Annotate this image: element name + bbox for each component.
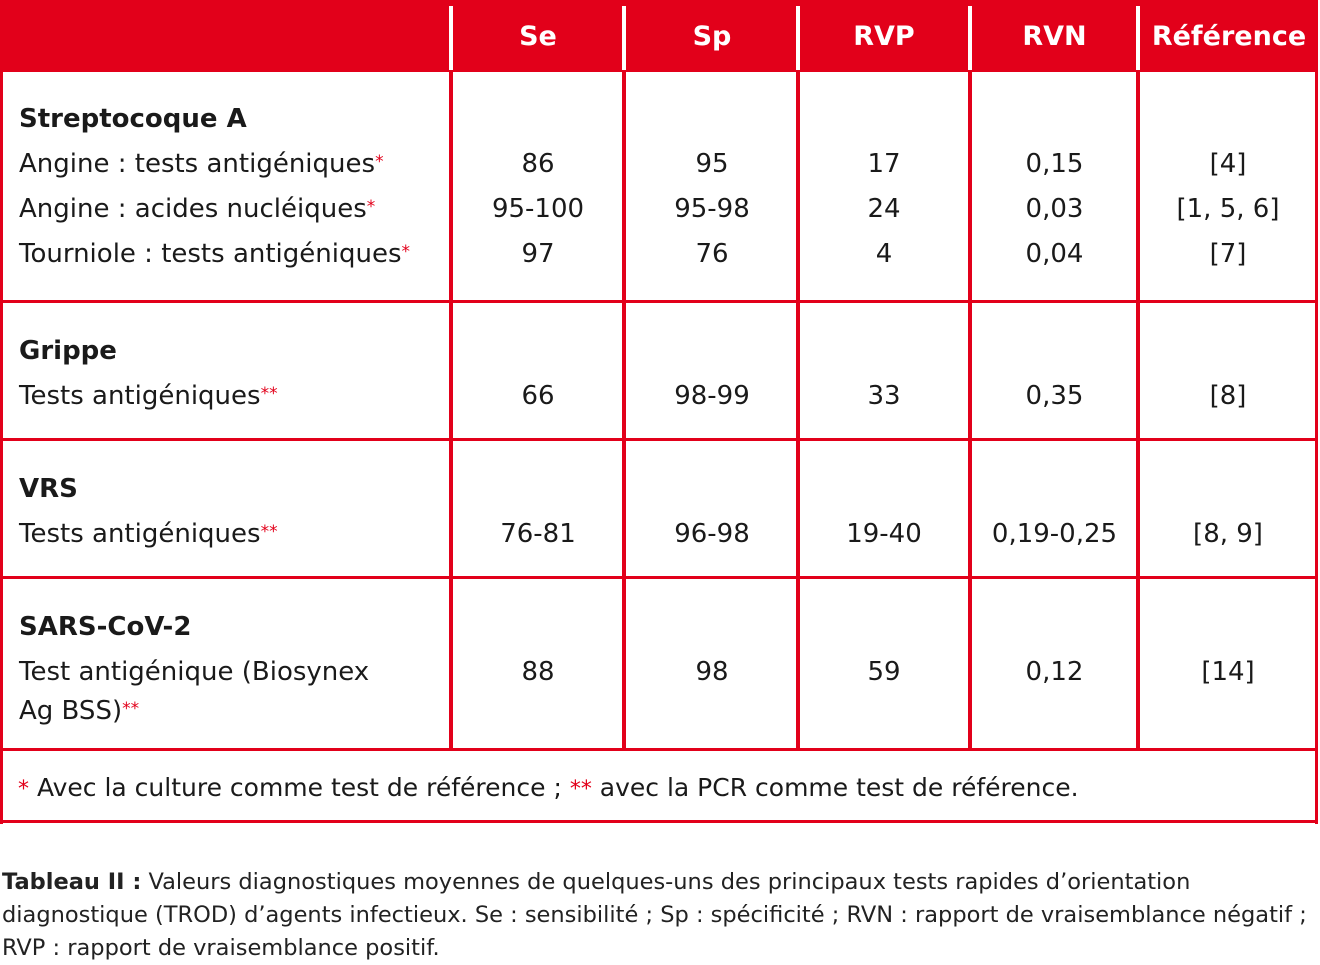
table-caption: Tableau II : Valeurs diagnostiques moyen… xyxy=(2,866,1318,965)
cell-se: 97 xyxy=(521,239,555,269)
cell-reference: [14] xyxy=(1201,657,1255,687)
cell-rvn: 0,19-0,25 xyxy=(991,519,1118,549)
cell-se: 76-81 xyxy=(500,519,576,549)
cell-sp: 96-98 xyxy=(674,519,750,549)
row-divider xyxy=(0,576,1318,579)
row-divider xyxy=(0,300,1318,303)
caption-label: Tableau II : xyxy=(2,869,142,895)
diagnostic-table: Se Sp RVP RVN Référence Streptocoque A A… xyxy=(0,0,1318,824)
cell-rvp: 4 xyxy=(875,239,893,269)
header-reference: Référence xyxy=(1151,20,1307,52)
cell-reference: [7] xyxy=(1209,239,1247,269)
header-rvn: RVN xyxy=(1022,20,1087,52)
column-divider xyxy=(968,72,972,750)
header-divider xyxy=(622,6,626,70)
section-title: Streptocoque A xyxy=(19,104,247,134)
column-divider xyxy=(796,72,800,750)
cell-rvp: 24 xyxy=(867,194,901,224)
column-divider xyxy=(449,72,453,750)
cell-reference: [8] xyxy=(1209,381,1247,411)
row-divider xyxy=(0,438,1318,441)
cell-se: 86 xyxy=(521,149,555,179)
cell-rvn: 0,03 xyxy=(1025,194,1084,224)
header-rvp: RVP xyxy=(853,20,915,52)
section-title: Grippe xyxy=(19,336,117,366)
cell-se: 95-100 xyxy=(491,194,585,224)
section-title: SARS-CoV-2 xyxy=(19,612,192,642)
header-divider xyxy=(968,6,972,70)
cell-rvp: 33 xyxy=(867,381,901,411)
cell-rvp: 17 xyxy=(867,149,901,179)
cell-sp: 76 xyxy=(695,239,729,269)
cell-rvp: 59 xyxy=(867,657,901,687)
row-label: Angine : acides nucléiques* xyxy=(19,194,376,224)
column-divider xyxy=(1136,72,1140,750)
row-label: Angine : tests antigéniques* xyxy=(19,149,384,179)
row-divider xyxy=(0,748,1318,751)
cell-rvn: 0,35 xyxy=(1025,381,1084,411)
header-divider xyxy=(1136,6,1140,70)
row-label-continued: Ag BSS)** xyxy=(19,696,140,726)
caption-text: Valeurs diagnostiques moyennes de quelqu… xyxy=(2,869,1307,961)
header-sp: Sp xyxy=(692,20,732,52)
row-label: Tourniole : tests antigéniques* xyxy=(19,239,410,269)
cell-rvn: 0,12 xyxy=(1025,657,1084,687)
row-label: Tests antigéniques** xyxy=(19,381,278,411)
cell-sp: 95 xyxy=(695,149,729,179)
table-border-bottom xyxy=(0,820,1318,823)
table-border-right xyxy=(1315,0,1318,824)
cell-sp: 95-98 xyxy=(674,194,750,224)
section-title: VRS xyxy=(19,474,78,504)
cell-reference: [1, 5, 6] xyxy=(1176,194,1280,224)
cell-se: 66 xyxy=(521,381,555,411)
cell-sp: 98-99 xyxy=(674,381,750,411)
cell-sp: 98 xyxy=(695,657,729,687)
row-label: Test antigénique (Biosynex xyxy=(19,657,370,687)
cell-se: 88 xyxy=(521,657,555,687)
cell-rvn: 0,15 xyxy=(1025,149,1084,179)
cell-rvp: 19-40 xyxy=(846,519,922,549)
column-divider xyxy=(622,72,626,750)
header-divider xyxy=(796,6,800,70)
header-divider xyxy=(449,6,453,70)
row-label: Tests antigéniques** xyxy=(19,519,278,549)
cell-rvn: 0,04 xyxy=(1025,239,1084,269)
cell-reference: [8, 9] xyxy=(1193,519,1263,549)
table-border-left xyxy=(0,0,3,824)
header-se: Se xyxy=(519,20,557,52)
table-footnote: * Avec la culture comme test de référenc… xyxy=(18,773,1079,802)
table-header-bar xyxy=(0,0,1318,72)
cell-reference: [4] xyxy=(1209,149,1247,179)
